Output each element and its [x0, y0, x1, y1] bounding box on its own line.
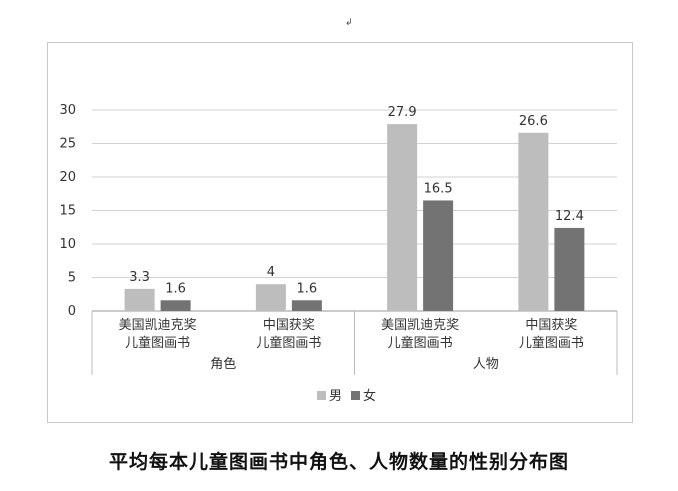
- bar-女: [554, 227, 585, 311]
- bar-女: [291, 300, 322, 311]
- corner-mark: ↲: [345, 18, 353, 28]
- y-tick-label: 20: [59, 170, 76, 185]
- category-label: 美国凯迪克奖: [381, 318, 459, 333]
- data-label: 27.9: [388, 105, 417, 120]
- category-label: 儿童图画书: [388, 335, 453, 351]
- bar-男: [387, 124, 418, 311]
- group-label: 人物: [473, 357, 499, 372]
- data-label: 12.4: [555, 209, 584, 224]
- category-label: 儿童图画书: [519, 335, 584, 351]
- group-label: 角色: [210, 356, 236, 372]
- legend-label: 男: [329, 389, 342, 404]
- y-tick-label: 25: [59, 137, 76, 152]
- y-tick-label: 30: [59, 103, 76, 118]
- y-tick-label: 10: [59, 237, 76, 252]
- legend-swatch: [317, 391, 326, 400]
- data-label: 16.5: [424, 181, 453, 196]
- category-label: 儿童图画书: [256, 335, 321, 351]
- bar-男: [124, 288, 155, 311]
- category-label: 中国获奖: [525, 318, 577, 333]
- data-label: 1.6: [297, 281, 318, 296]
- legend-swatch: [351, 391, 360, 400]
- y-tick-label: 15: [59, 204, 76, 219]
- category-label: 中国获奖: [263, 318, 315, 333]
- bar-女: [423, 200, 454, 311]
- y-tick-label: 5: [68, 271, 76, 286]
- data-label: 3.3: [129, 270, 150, 285]
- bar-女: [160, 300, 191, 311]
- legend-label: 女: [363, 388, 376, 404]
- category-label: 美国凯迪克奖: [119, 318, 197, 333]
- bar-男: [255, 284, 286, 311]
- y-tick-label: 0: [68, 304, 76, 319]
- category-label: 儿童图画书: [125, 335, 190, 351]
- data-label: 26.6: [519, 114, 548, 129]
- data-label: 1.6: [165, 281, 186, 296]
- bar-男: [518, 132, 549, 311]
- data-label: 4: [267, 265, 275, 280]
- figure-caption: 平均每本儿童图画书中角色、人物数量的性别分布图: [108, 451, 569, 473]
- chart-frame: [47, 42, 633, 423]
